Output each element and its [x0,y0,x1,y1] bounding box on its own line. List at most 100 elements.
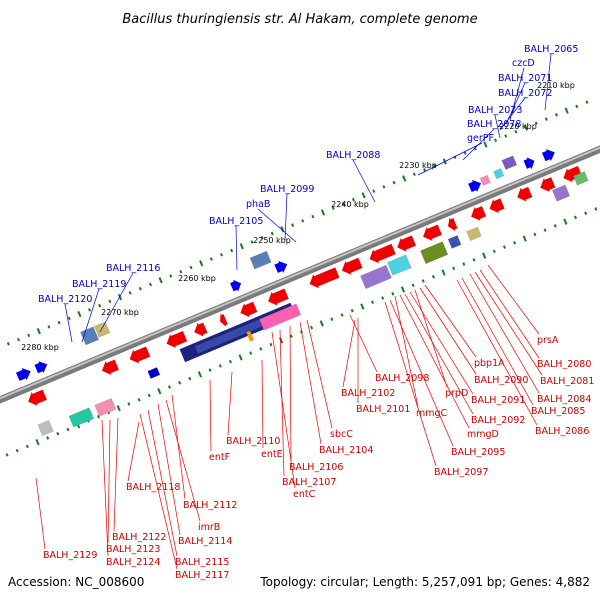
label-leader [64,303,73,343]
feature-block [37,419,54,437]
outer-tick [514,130,518,134]
feature-block [447,235,462,249]
inner-tick [533,232,537,237]
scale-label: 2220 kbp [499,122,537,131]
inner-tick [127,402,131,406]
label-leader [139,413,178,570]
gene-label-reverse: entC [293,489,316,500]
gene-label-reverse: BALH_2118 [126,482,180,493]
inner-tick [289,334,293,338]
gene-label-forward: BALH_2065 [524,44,578,55]
outer-tick [483,141,488,148]
label-leader [299,321,322,445]
gene-label-reverse: BALH_2092 [471,415,525,426]
outer-tick [138,286,142,291]
gene-label-reverse: BALH_2102 [341,388,395,399]
feature-block [479,174,491,186]
gene-features [16,149,589,437]
gene-label-reverse: imrB [198,522,220,533]
gene-label-reverse: BALH_2124 [106,557,160,568]
outer-tick [27,333,31,338]
gene-label-reverse: entF [209,452,230,463]
inner-tick [472,258,476,262]
outer-tick [189,265,193,270]
reverse-gene-arrow [268,288,289,306]
label-leader [271,331,296,489]
scale-label: 2210 kbp [537,81,575,90]
gene-label-reverse: BALH_2090 [474,375,528,386]
feature-block [68,407,95,428]
gene-label-reverse: BALH_2114 [178,536,232,547]
gene-label-reverse: BALH_2095 [451,447,505,458]
outer-tick [199,260,204,267]
feature-block [93,321,111,338]
outer-tick [585,100,589,104]
feature-block [573,171,589,186]
outer-tick [57,320,61,325]
gene-label-reverse: prsA [537,335,559,346]
inner-tick [563,218,568,225]
reverse-gene-arrow [540,177,556,192]
outer-tick [117,294,123,301]
gene-label-reverse: BALH_2098 [375,373,429,384]
reverse-gene-arrow [563,166,583,183]
outer-tick [453,155,457,160]
reverse-gene-arrow [517,186,533,202]
forward-gene-arrow [274,260,288,273]
label-leader [509,67,525,121]
inner-tick [157,388,162,395]
label-leader [404,293,474,415]
label-leader [469,273,540,394]
scale-labels: 2210 kbp 2220 kbp 2230 kbp 2240 kbp 2250 kbp… [21,81,575,352]
gene-label-reverse: entE [261,449,283,460]
reverse-gene-arrow [28,389,47,406]
outer-tick [564,107,569,114]
label-leader [257,208,297,243]
label-leader [127,421,140,482]
gene-label-forward: BALH_2105 [209,216,263,227]
forward-gene-arrow [523,157,535,170]
gene-label-forward: BALH_2072 [498,88,552,99]
outer-tick [311,214,315,219]
gene-label-forward: BALH_2120 [38,294,92,305]
inner-tick [391,291,395,296]
inner-tick [137,398,141,402]
label-leader [419,287,477,375]
inner-tick [218,364,222,368]
label-leader [505,82,526,125]
label-leader [394,295,419,408]
inner-tick [360,303,365,310]
gene-label-forward: BALH_2088 [326,150,380,161]
inner-tick [66,427,70,432]
reverse-gene-arrow [166,331,188,348]
label-leader [389,299,454,447]
inner-tick [543,228,547,232]
inner-tick [350,308,354,313]
outer-tick [351,197,355,202]
label-leader [399,294,470,429]
inner-tick [452,266,456,271]
feature-block [501,155,518,170]
gene-label-reverse: BALH_2104 [319,445,373,456]
inner-tick [319,320,324,327]
gene-label-reverse: mmgC [416,408,448,419]
inner-tick [25,444,29,449]
outer-tick [544,117,548,121]
gene-label-reverse: BALH_2091 [471,395,525,406]
label-leader [544,53,552,111]
gene-label-reverse: BALH_2129 [43,550,97,561]
label-leader [494,114,501,139]
label-leader [409,291,474,395]
label-leader [474,271,543,376]
inner-tick [411,283,415,288]
scale-label: 2270 kbp [101,308,139,317]
feature-block [386,254,412,276]
outer-tick [98,303,102,308]
gene-label-forward: BALH_2071 [498,73,552,84]
inner-tick [116,405,121,412]
label-leader [306,319,333,429]
label-leader [147,409,178,557]
reverse-gene-arrow [341,257,363,275]
gene-label-reverse: BALH_2117 [175,570,229,581]
label-leader [101,419,109,557]
